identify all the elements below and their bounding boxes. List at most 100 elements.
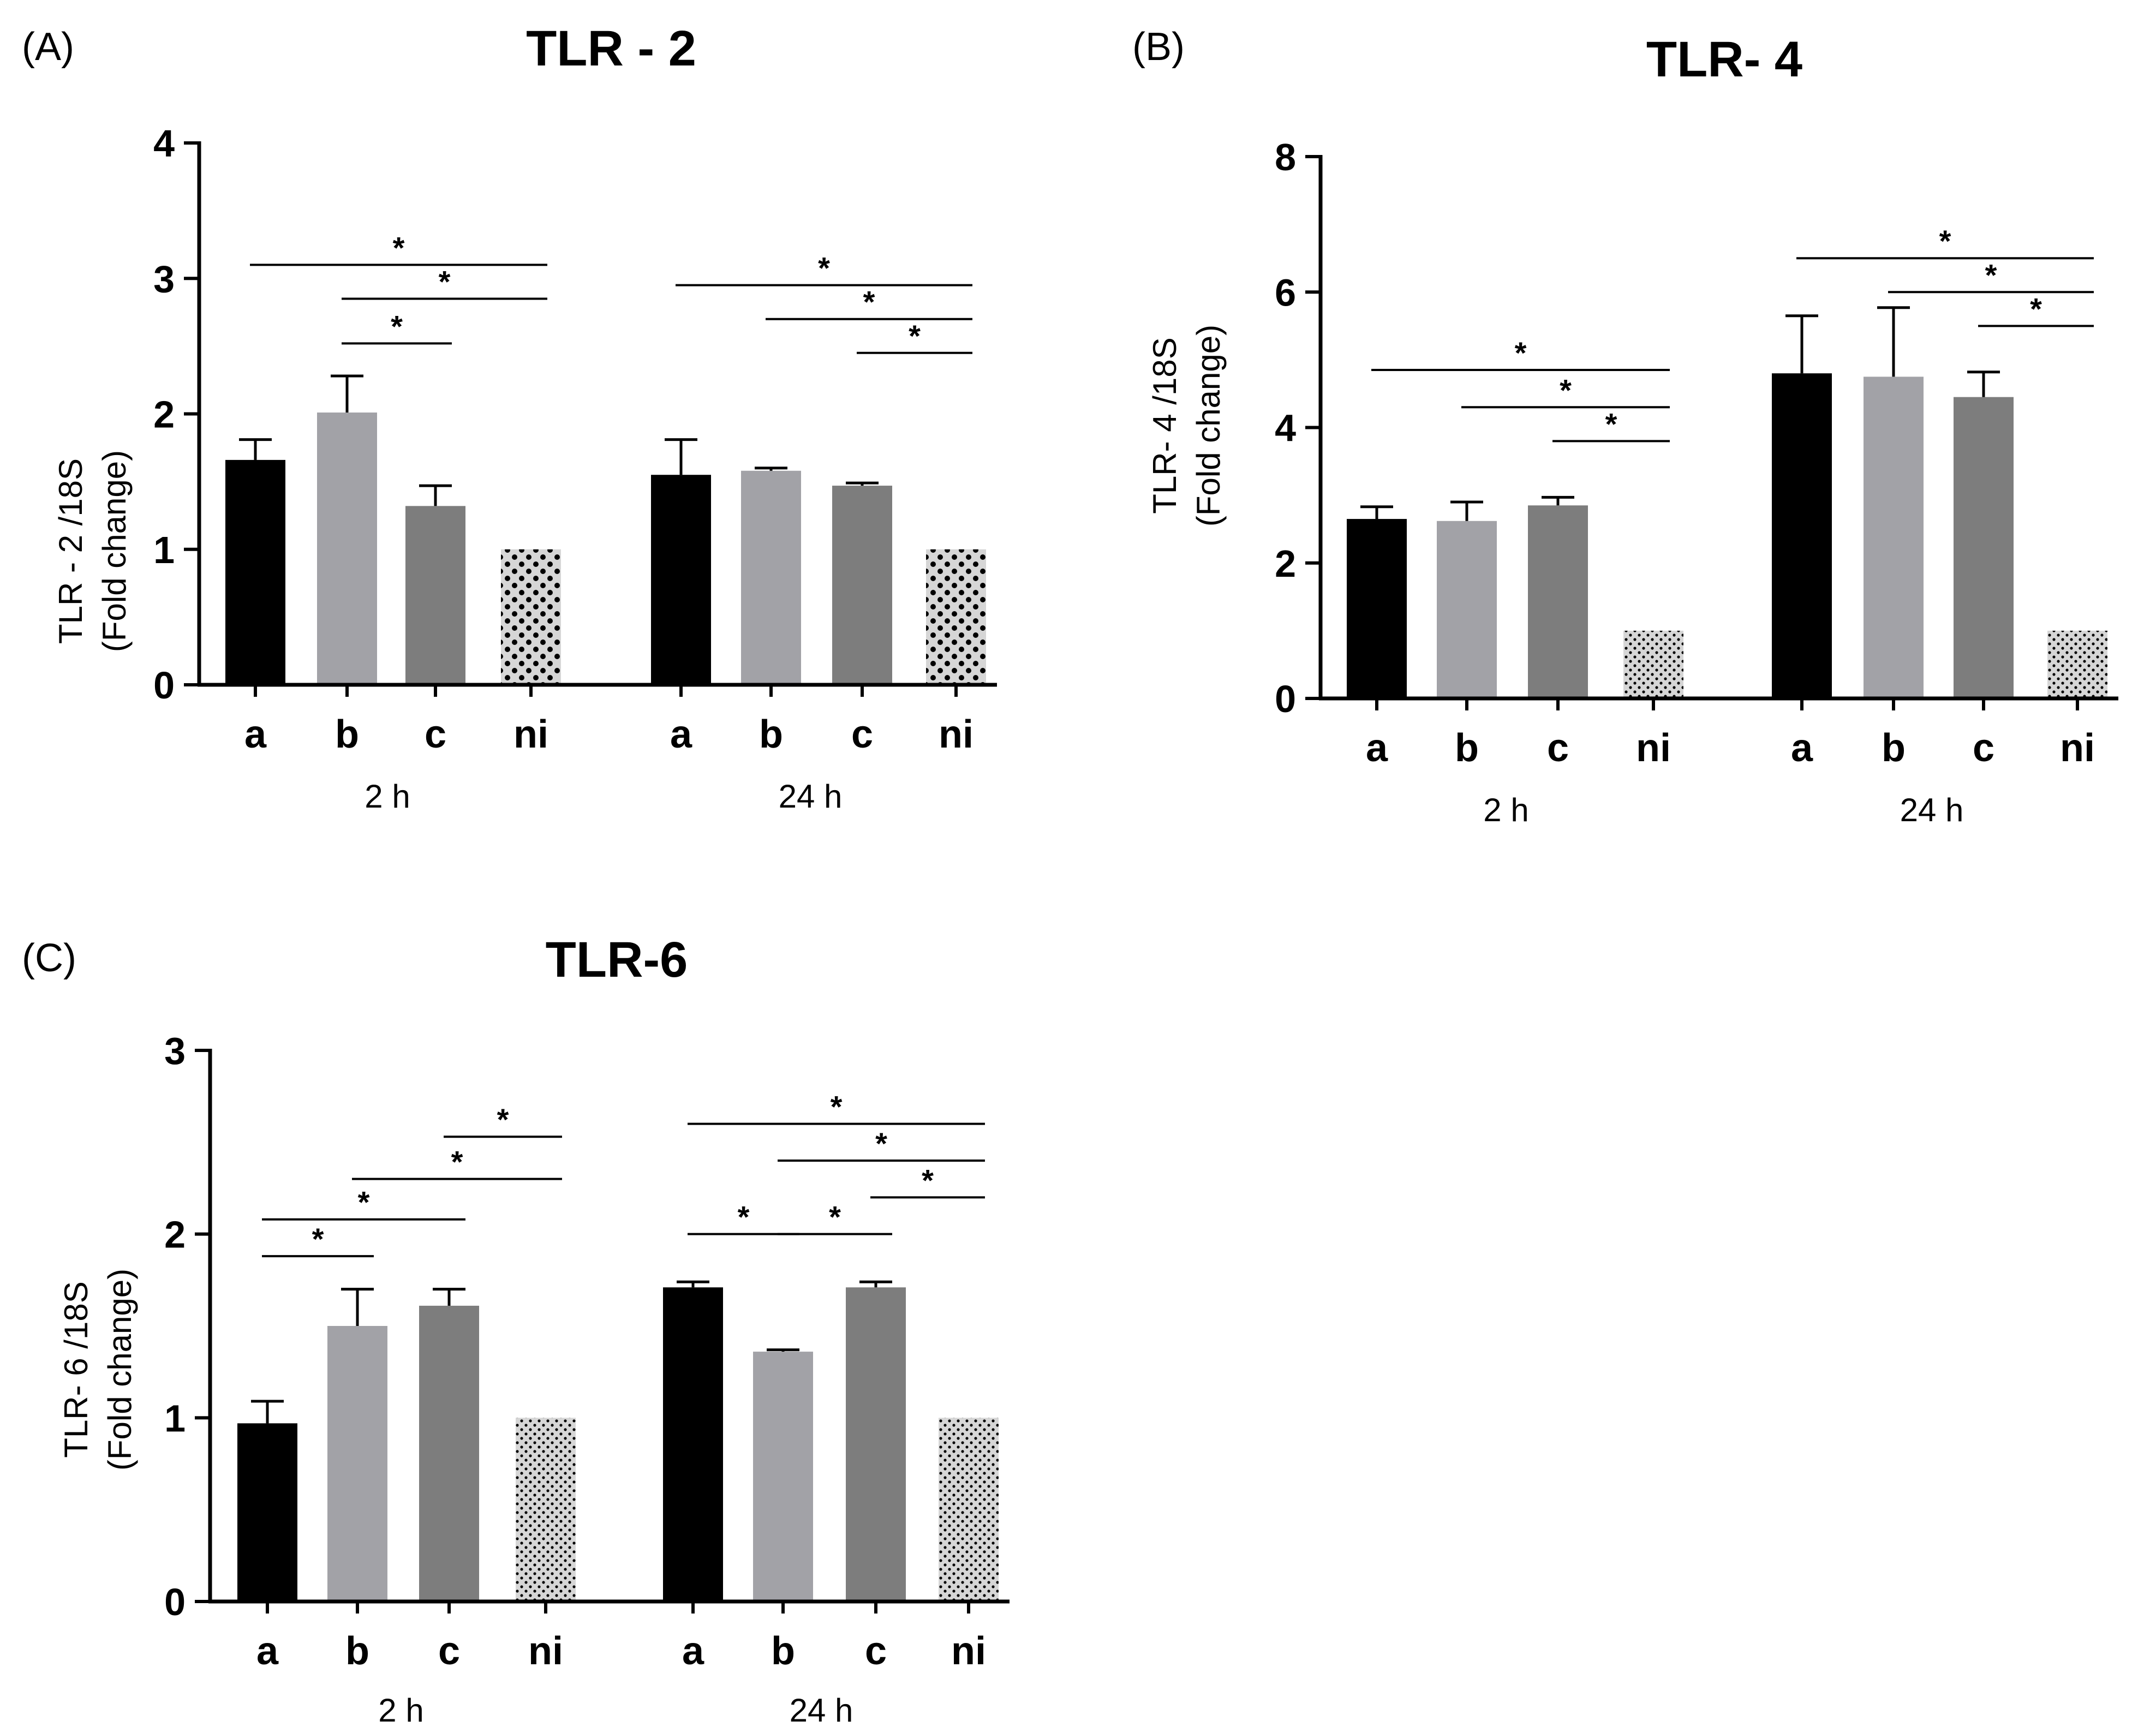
significance-star: *: [358, 1185, 370, 1220]
category-label-ni: ni: [939, 713, 974, 756]
bar-ni-2h: [1623, 630, 1683, 698]
bar-a-2h: [1347, 519, 1407, 698]
bar-c-24h: [846, 1287, 906, 1601]
y-axis-label-line1: TLR - 2 /18S: [52, 458, 89, 644]
y-tick-label: 2: [1275, 542, 1296, 585]
group-label-2h: 2 h: [378, 1692, 423, 1729]
significance-star: *: [391, 309, 403, 343]
bar-ni-2h: [501, 549, 561, 685]
bar-a-2h: [237, 1423, 297, 1601]
chart-panel-tlr2: (A) TLR - 2 TLR - 2 /18S (Fold change) 2…: [22, 21, 997, 815]
bar-a-24h: [663, 1287, 723, 1601]
plot-area: a b c ni a b c ni 0 2 4 6 8 * * * * * *: [1275, 136, 2118, 770]
bar-a-24h: [1772, 373, 1832, 698]
significance-star: *: [831, 1090, 843, 1124]
category-label-b: b: [1455, 726, 1479, 770]
group-label-2h: 2 h: [1483, 792, 1528, 828]
category-label-b: b: [771, 1629, 795, 1673]
significance-star: *: [922, 1163, 934, 1197]
bar-b-2h: [327, 1326, 387, 1601]
significance-star: *: [1985, 258, 1997, 292]
significance-star: *: [863, 285, 875, 319]
panel-label: (C): [22, 936, 76, 980]
bar-a-24h: [651, 475, 711, 685]
category-label-c: c: [865, 1629, 887, 1673]
bar-c-24h: [1954, 397, 2014, 698]
significance-star: *: [1605, 407, 1617, 441]
category-label-b: b: [1882, 726, 1906, 770]
significance-star: *: [829, 1200, 841, 1234]
category-label-ni: ni: [528, 1629, 563, 1673]
y-tick-label: 3: [153, 258, 175, 300]
bar-a-2h: [225, 459, 285, 685]
category-label-ni: ni: [513, 713, 548, 756]
category-label-ni: ni: [951, 1629, 986, 1673]
bar-c-2h: [405, 506, 465, 685]
category-label-b: b: [335, 713, 359, 756]
y-tick-label: 3: [164, 1030, 186, 1072]
significance-star: *: [451, 1145, 463, 1179]
y-axis-label: TLR - 2 /18S (Fold change): [52, 450, 133, 652]
y-axis-label: TLR- 6 /18S (Fold change): [58, 1269, 138, 1471]
y-tick-label: 2: [153, 393, 175, 436]
chart-title: TLR- 4: [1646, 32, 1802, 87]
bar-ni-2h: [516, 1418, 576, 1601]
category-label-b: b: [759, 713, 783, 756]
chart-title: TLR-6: [546, 932, 688, 988]
y-axis-label-line1: TLR- 6 /18S: [58, 1281, 94, 1457]
bar-b-24h: [753, 1352, 813, 1601]
bar-b-24h: [1864, 377, 1924, 698]
group-label-24h: 24 h: [779, 778, 843, 815]
chart-panel-tlr6: (C) TLR-6 TLR- 6 /18S (Fold change) 2 h …: [22, 932, 1010, 1729]
plot-area: a b c ni a b c ni 0 1 2 3 * * * * * * * * *: [164, 1030, 1010, 1673]
category-label-c: c: [1547, 726, 1569, 770]
y-tick-label: 4: [1275, 407, 1296, 450]
significance-star: *: [497, 1102, 509, 1137]
bar-c-2h: [419, 1305, 479, 1601]
y-axis-label: TLR- 4 /18S (Fold change): [1146, 325, 1227, 527]
bar-ni-24h: [939, 1418, 999, 1601]
chart-title: TLR - 2: [526, 21, 696, 76]
bar-ni-24h: [2047, 630, 2107, 698]
bar-b-2h: [317, 413, 377, 685]
y-tick-label: 0: [1275, 678, 1296, 720]
category-label-a: a: [256, 1629, 279, 1673]
category-label-c: c: [425, 713, 446, 756]
significance-star: *: [2030, 291, 2042, 326]
y-axis-label-line1: TLR- 4 /18S: [1146, 337, 1183, 513]
y-tick-label: 1: [164, 1397, 186, 1439]
y-tick-label: 0: [153, 664, 175, 707]
bar-ni-24h: [926, 549, 986, 685]
category-label-a: a: [670, 713, 692, 756]
y-tick-label: 4: [153, 122, 175, 165]
category-label-c: c: [851, 713, 873, 756]
plot-area: a b c ni a b c ni 0 1 2 3 4 * * * * * *: [153, 122, 997, 756]
significance-star: *: [738, 1200, 750, 1234]
group-label-2h: 2 h: [365, 778, 410, 815]
category-label-ni: ni: [1636, 726, 1671, 770]
chart-panel-tlr4: (B) TLR- 4 TLR- 4 /18S (Fold change) 2 h…: [1132, 25, 2118, 828]
significance-star: *: [1560, 373, 1572, 407]
significance-star: *: [393, 230, 405, 265]
category-label-a: a: [1791, 726, 1813, 770]
bar-b-24h: [741, 470, 801, 685]
y-tick-label: 8: [1275, 136, 1296, 178]
significance-star: *: [1515, 336, 1527, 370]
category-label-c: c: [438, 1629, 460, 1673]
panel-label: (B): [1132, 25, 1185, 69]
significance-star: *: [312, 1222, 324, 1256]
category-label-a: a: [244, 713, 267, 756]
category-label-a: a: [682, 1629, 704, 1673]
y-axis-label-line2: (Fold change): [101, 1269, 138, 1471]
y-tick-label: 2: [164, 1214, 186, 1256]
category-label-c: c: [1973, 726, 1994, 770]
y-axis-label-line2: (Fold change): [96, 450, 133, 652]
panel-label: (A): [22, 25, 74, 69]
category-label-a: a: [1366, 726, 1388, 770]
significance-star: *: [875, 1126, 887, 1161]
bar-b-2h: [1437, 521, 1497, 698]
significance-star: *: [439, 264, 451, 298]
y-tick-label: 0: [164, 1581, 186, 1623]
category-label-b: b: [345, 1629, 369, 1673]
